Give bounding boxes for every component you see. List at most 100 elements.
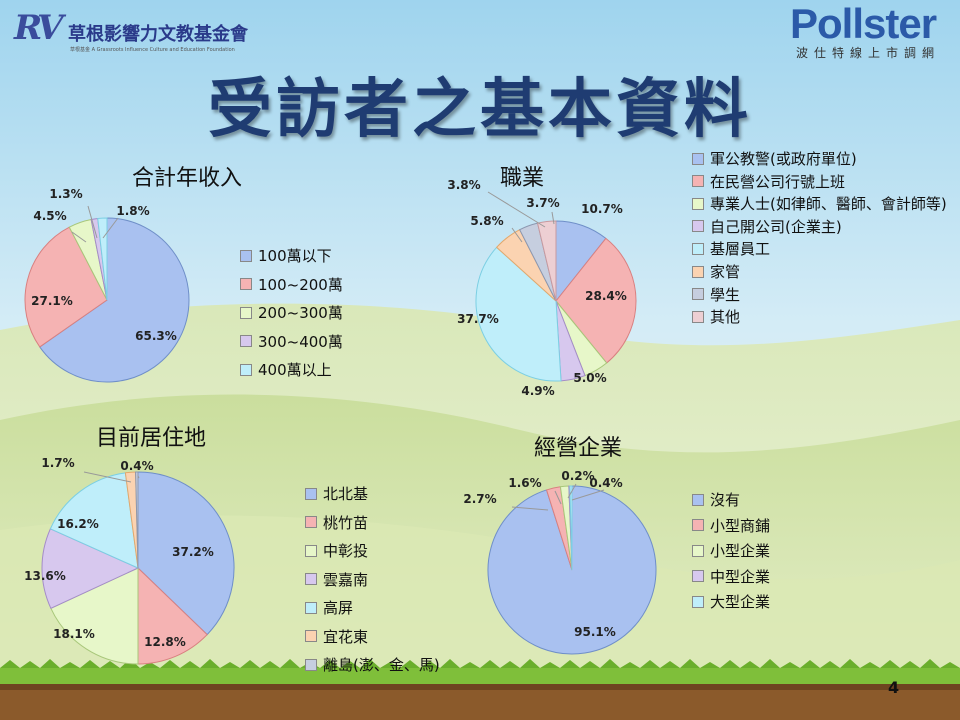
pie-slice-5 (475, 246, 562, 382)
legend-label: 雲嘉南 (323, 570, 369, 589)
legend-label: 100萬以下 (258, 247, 332, 265)
legend-item: 學生 (692, 285, 740, 305)
legend-label: 200~300萬 (258, 304, 343, 322)
pie-slice-3 (50, 567, 139, 665)
leader-line (137, 475, 140, 479)
data-label: 37.2% (172, 545, 214, 559)
pie-chart-residence: 37.2% 12.8% 18.1% 13.6% 16.2% 1.7% 0.4% (24, 456, 235, 665)
data-label: 4.9% (521, 384, 554, 398)
pie-slice-5 (49, 472, 139, 569)
data-label: 5.8% (470, 214, 503, 228)
legend-label: 基層員工 (710, 240, 771, 259)
legend-item: 雲嘉南 (305, 570, 368, 590)
foundation-logo-mark: RV (14, 8, 63, 48)
pie-slice-2 (555, 237, 637, 364)
legend-swatch (692, 310, 704, 323)
data-label: 4.5% (33, 209, 66, 223)
leader-line (551, 211, 555, 225)
data-label: 0.4% (589, 476, 622, 490)
legend-swatch (692, 152, 704, 165)
legend-label: 400萬以上 (258, 361, 332, 379)
pie-slice-4 (41, 528, 140, 609)
data-label: 12.8% (144, 635, 186, 649)
pie-slice-2 (137, 566, 208, 665)
data-label: 5.0% (573, 371, 606, 385)
data-label: 3.8% (447, 180, 480, 192)
legend-label: 其他 (710, 308, 741, 327)
legend-label: 桃竹苗 (323, 513, 369, 532)
pie-slice-5 (97, 217, 108, 301)
legend-swatch (305, 516, 317, 528)
legend-label: 學生 (710, 285, 741, 304)
leader-line (571, 489, 605, 501)
leader-line (511, 227, 523, 243)
leader-line (71, 231, 87, 243)
pollster-logo-text: Pollster (790, 0, 937, 47)
data-label: 3.7% (526, 196, 559, 210)
legend-swatch (692, 544, 704, 557)
legend-occupation: 軍公教警(或政府單位) 在民營公司行號上班專業人士(如律師、醫師、會計師等) 自己開… (692, 149, 958, 329)
chart-title-occupation: 職業 (500, 166, 545, 191)
leader-line (102, 217, 119, 239)
legend-label: 宜花東 (323, 627, 369, 646)
legend-swatch (692, 519, 704, 531)
data-label: 1.3% (49, 187, 82, 201)
pie-slice-2 (24, 226, 108, 348)
data-label: 2.7% (463, 492, 496, 506)
legend-label: 小型商鋪 (710, 516, 771, 535)
data-label: 13.6% (24, 569, 66, 583)
data-label: 27.1% (31, 294, 73, 308)
data-label: 65.3% (135, 329, 177, 343)
legend-label: 離島(澎、金、馬) (323, 656, 440, 674)
legend-label: 300~400萬 (258, 332, 343, 351)
legend-item: 離島(澎、金、馬) (305, 655, 440, 675)
legend-item: 專業人士(如律師、醫師、會計師等) (692, 194, 947, 214)
legend-label: 大型企業 (710, 593, 771, 611)
pie-slice-1 (39, 217, 190, 383)
legend-item: 北北基 (305, 484, 368, 504)
data-label: 18.1% (53, 627, 95, 641)
legend-item: 小型企業 (692, 541, 770, 561)
legend-swatch (692, 242, 704, 255)
data-label: 1.6% (508, 476, 541, 490)
chart-title-income: 合計年收入 (132, 166, 243, 191)
legend-label: 沒有 (710, 491, 741, 509)
pollster-logo: Pollster 波仕特線上市調網 (790, 0, 950, 60)
pie-chart-occupation: 10.7% 28.4% 5.0% 4.9% 37.7% 5.8% 3.8% 3.7% (447, 180, 637, 398)
legend-income: 100萬以下 100~200萬 200~300萬 300~400萬 400萬以上 (240, 246, 400, 386)
legend-item: 在民營公司行號上班 (692, 172, 845, 192)
legend-swatch (240, 335, 252, 347)
legend-item: 基層員工 (692, 239, 770, 259)
leader-line (487, 191, 546, 228)
legend-swatch (240, 249, 252, 262)
page-title: 受訪者之基本資料 (208, 73, 752, 147)
chart-title-business: 經營企業 (534, 436, 623, 461)
legend-swatch (692, 265, 704, 278)
legend-item: 桃竹苗 (305, 513, 368, 533)
legend-label: 中型企業 (710, 567, 771, 586)
data-label: 16.2% (57, 517, 99, 531)
data-label: 1.8% (116, 204, 149, 218)
legend-label: 高屏 (323, 599, 354, 617)
legend-item: 400萬以上 (240, 360, 332, 380)
data-label: 0.4% (120, 459, 153, 473)
leader-line (511, 506, 549, 511)
legend-item: 小型商鋪 (692, 516, 770, 536)
pie-chart-business: 95.1% 2.7% 1.6% 0.2%0.4% (463, 469, 657, 655)
pie-slice-7 (135, 471, 139, 569)
foundation-logo-subtitle: 草根基金 A Grassroots Influence Culture and … (70, 47, 235, 53)
legend-item: 200~300萬 (240, 303, 343, 323)
legend-label: 專業人士(如律師、醫師、會計師等) (710, 195, 947, 214)
legend-item: 自己開公司(企業主) (692, 217, 842, 237)
page-number: 4 (888, 678, 900, 697)
legend-item: 軍公教警(或政府單位) (692, 149, 857, 169)
legend-item: 300~400萬 (240, 332, 343, 352)
legend-swatch (240, 306, 252, 319)
legend-item: 沒有 (692, 490, 740, 510)
legend-item: 家管 (692, 262, 740, 282)
leader-line (83, 471, 132, 483)
data-label: 0.2% (561, 469, 594, 483)
pie-chart-income: 65.3% 27.1% 4.5% 1.3% 1.8% (24, 187, 190, 383)
legend-item: 中型企業 (692, 567, 770, 587)
pie-slice-8 (536, 220, 557, 302)
